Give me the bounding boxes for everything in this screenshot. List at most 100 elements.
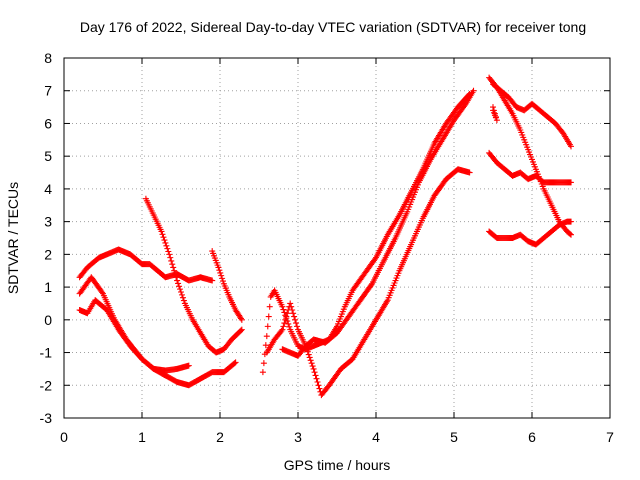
data-point — [160, 234, 167, 241]
data-point — [169, 261, 176, 268]
data-point — [281, 320, 288, 327]
data-point — [176, 283, 183, 290]
data-point — [170, 264, 177, 271]
data-point — [281, 309, 288, 316]
y-tick-label: 8 — [44, 50, 52, 66]
x-tick-label: 2 — [216, 429, 224, 445]
data-point — [279, 303, 286, 310]
data-point — [185, 362, 192, 369]
series-arc-a — [76, 246, 216, 284]
x-tick-label: 5 — [450, 429, 458, 445]
x-tick-label: 0 — [60, 429, 68, 445]
data-point — [490, 107, 496, 114]
data-point — [175, 280, 182, 287]
data-point — [279, 326, 286, 333]
data-point — [171, 267, 178, 274]
data-point — [163, 242, 170, 249]
data-point — [293, 320, 300, 327]
series-arc-b — [76, 274, 192, 374]
data-point — [568, 218, 574, 225]
data-point — [314, 379, 321, 385]
data-point — [173, 274, 180, 281]
grid-lines — [64, 58, 610, 418]
data-point — [215, 264, 222, 271]
data-point — [567, 230, 574, 237]
series-arc-h — [279, 87, 477, 359]
data-point — [217, 269, 224, 276]
data-point — [280, 323, 287, 330]
data-point — [180, 297, 187, 304]
data-point — [286, 323, 293, 330]
data-point — [304, 348, 311, 355]
data-point — [568, 231, 574, 238]
data-point — [292, 316, 299, 323]
data-point — [218, 272, 225, 279]
data-point — [264, 323, 271, 330]
data-point — [283, 313, 290, 320]
data-point — [311, 369, 318, 376]
data-point — [288, 303, 295, 310]
x-tick-label: 1 — [138, 429, 146, 445]
y-tick-label: 0 — [44, 312, 52, 328]
y-tick-label: 3 — [44, 214, 52, 230]
x-tick-label: 3 — [294, 429, 302, 445]
data-point — [260, 360, 267, 367]
data-point — [316, 385, 323, 392]
series-arc-c — [76, 297, 239, 389]
data-point — [237, 315, 244, 322]
data-point — [287, 300, 294, 307]
x-axis-tick-labels: 0 1 2 3 4 5 6 7 — [60, 429, 614, 445]
data-point — [238, 316, 245, 323]
data-point — [232, 359, 239, 366]
data-point — [168, 257, 175, 264]
y-tick-label: 5 — [44, 148, 52, 164]
x-tick-label: 4 — [372, 429, 380, 445]
data-point — [313, 375, 320, 382]
data-point — [291, 313, 298, 320]
y-axis-label: SDTVAR / TECUs — [5, 182, 21, 294]
data-point — [178, 291, 185, 298]
data-point — [368, 282, 375, 289]
series-arc-i — [486, 74, 574, 238]
data-point — [259, 369, 266, 376]
data-point — [372, 256, 379, 262]
data-point — [172, 271, 179, 277]
data-point — [290, 310, 297, 317]
data-point — [262, 342, 269, 349]
data-point — [285, 320, 292, 327]
data-point — [238, 326, 245, 333]
data-point — [165, 248, 172, 255]
data-point — [310, 365, 317, 372]
data-point — [315, 382, 322, 389]
y-tick-label: 6 — [44, 115, 52, 131]
y-tick-label: 1 — [44, 279, 52, 295]
series-arc-k — [486, 149, 574, 186]
data-point — [568, 143, 574, 150]
y-tick-label: 7 — [44, 83, 52, 99]
series-arc-d — [142, 195, 245, 356]
data-point — [231, 360, 238, 367]
data-point — [312, 372, 319, 379]
series-arc-l — [486, 218, 574, 248]
data-point — [309, 363, 316, 370]
data-point — [219, 275, 226, 282]
data-point — [178, 289, 184, 295]
data-point — [159, 231, 166, 238]
data-point — [466, 169, 473, 176]
series-arc-m — [490, 104, 500, 124]
data-point — [568, 179, 574, 186]
data-point — [167, 254, 174, 261]
y-tick-label: 4 — [44, 181, 52, 197]
data-point — [305, 351, 312, 358]
data-point — [307, 357, 314, 364]
data-point — [216, 267, 223, 274]
chart-title: Day 176 of 2022, Sidereal Day-to-day VTE… — [80, 19, 586, 35]
data-point — [470, 87, 477, 94]
data-point — [266, 303, 273, 310]
data-point — [263, 333, 270, 340]
data-point — [308, 360, 315, 367]
data-point — [282, 316, 289, 323]
data-point — [265, 313, 272, 320]
data-point — [237, 327, 244, 334]
